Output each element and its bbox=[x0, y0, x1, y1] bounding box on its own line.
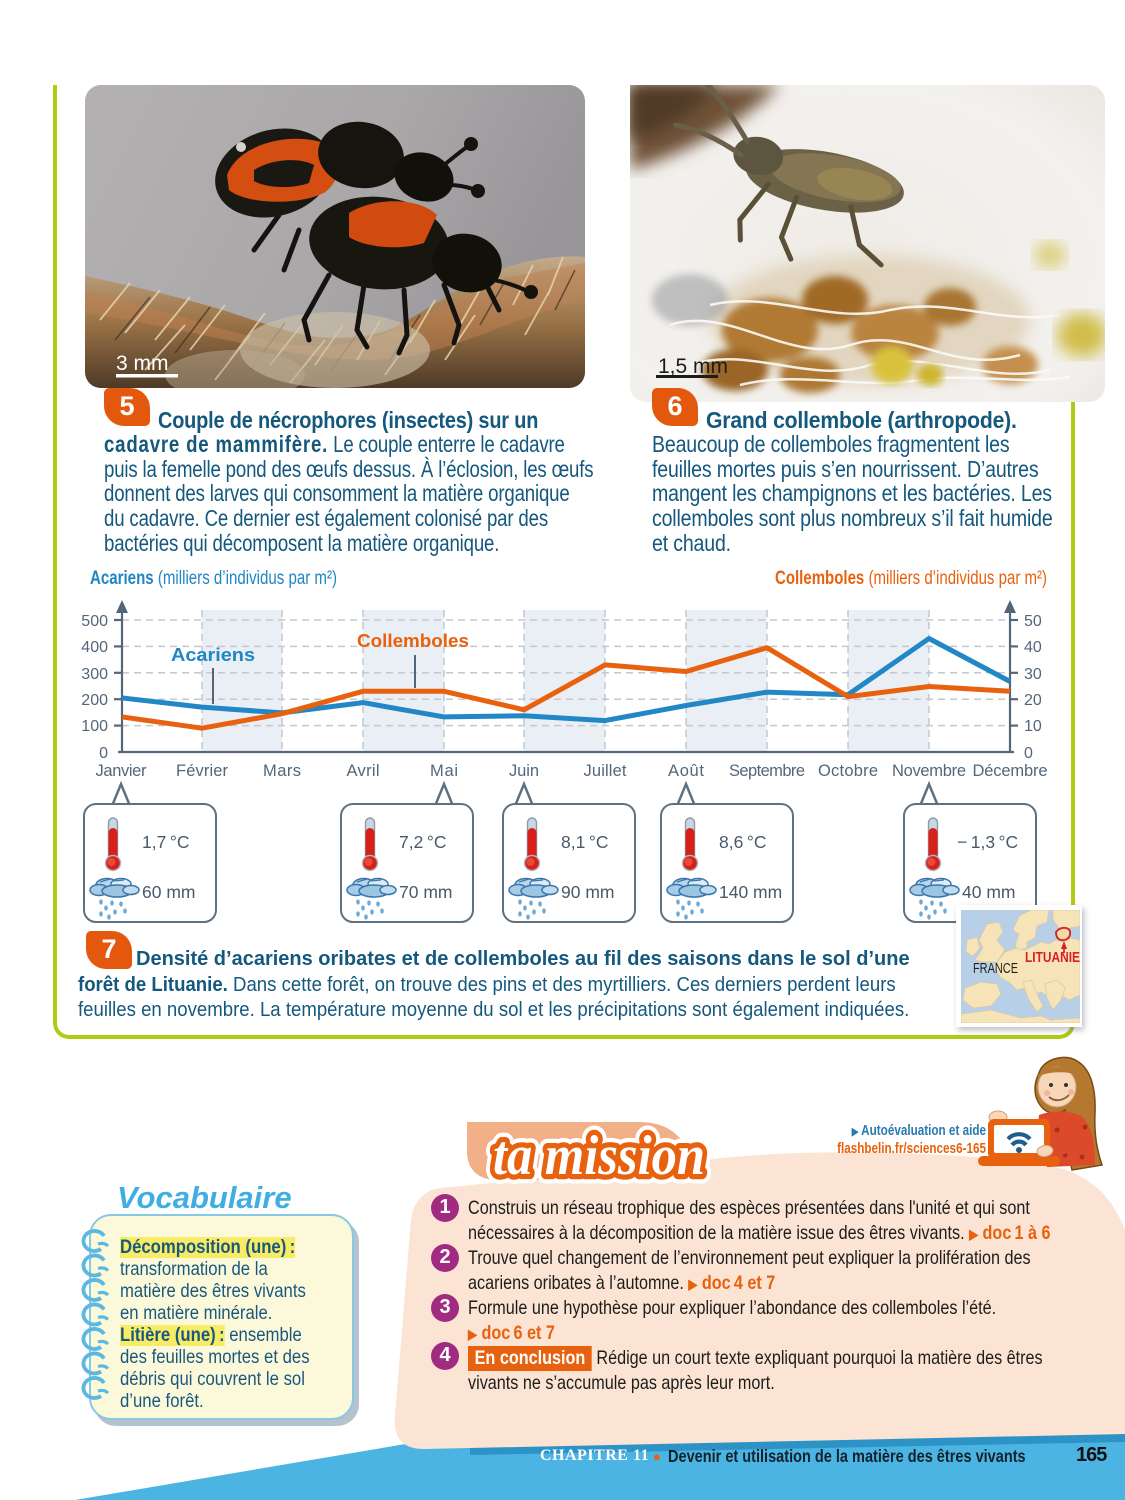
svg-text:Octobre: Octobre bbox=[818, 762, 878, 780]
svg-text:500: 500 bbox=[81, 613, 108, 630]
svg-text:200: 200 bbox=[81, 692, 108, 709]
svg-text:0: 0 bbox=[99, 745, 108, 762]
svg-text:100: 100 bbox=[81, 718, 108, 735]
svg-text:Février: Février bbox=[176, 762, 229, 780]
svg-text:Juillet: Juillet bbox=[584, 762, 627, 780]
svg-text:Juin: Juin bbox=[509, 762, 539, 780]
svg-text:LITUANIE: LITUANIE bbox=[1025, 949, 1080, 966]
svg-text:Septembre: Septembre bbox=[729, 762, 805, 780]
svg-text:300: 300 bbox=[81, 666, 108, 683]
svg-text:Mai: Mai bbox=[430, 762, 458, 780]
svg-text:Acariens: Acariens bbox=[171, 645, 255, 665]
svg-text:Août: Août bbox=[668, 762, 704, 780]
svg-text:ta mission: ta mission bbox=[493, 1125, 705, 1187]
svg-text:20: 20 bbox=[1024, 692, 1042, 709]
svg-text:Acariens (milliers d’individus: Acariens (milliers d’individus par m²) bbox=[90, 568, 337, 589]
svg-text:10: 10 bbox=[1024, 718, 1042, 735]
svg-text:ta mission: ta mission bbox=[493, 1125, 705, 1187]
svg-text:40: 40 bbox=[1024, 639, 1042, 656]
svg-text:Collemboles: Collemboles bbox=[357, 631, 469, 651]
svg-text:3 mm: 3 mm bbox=[116, 352, 169, 375]
svg-text:1,5 mm: 1,5 mm bbox=[658, 355, 728, 378]
svg-text:0: 0 bbox=[1024, 745, 1033, 762]
svg-text:Janvier: Janvier bbox=[96, 762, 148, 780]
svg-text:50: 50 bbox=[1024, 613, 1042, 630]
svg-text:Collemboles (milliers d’indivi: Collemboles (milliers d’individus par m²… bbox=[775, 568, 1047, 589]
svg-text:Décembre: Décembre bbox=[973, 762, 1048, 780]
svg-text:Novembre: Novembre bbox=[892, 762, 966, 780]
svg-text:FRANCE: FRANCE bbox=[973, 961, 1018, 977]
svg-text:400: 400 bbox=[81, 639, 108, 656]
svg-text:Mars: Mars bbox=[263, 762, 301, 780]
svg-text:30: 30 bbox=[1024, 666, 1042, 683]
svg-text:Avril: Avril bbox=[347, 762, 380, 780]
